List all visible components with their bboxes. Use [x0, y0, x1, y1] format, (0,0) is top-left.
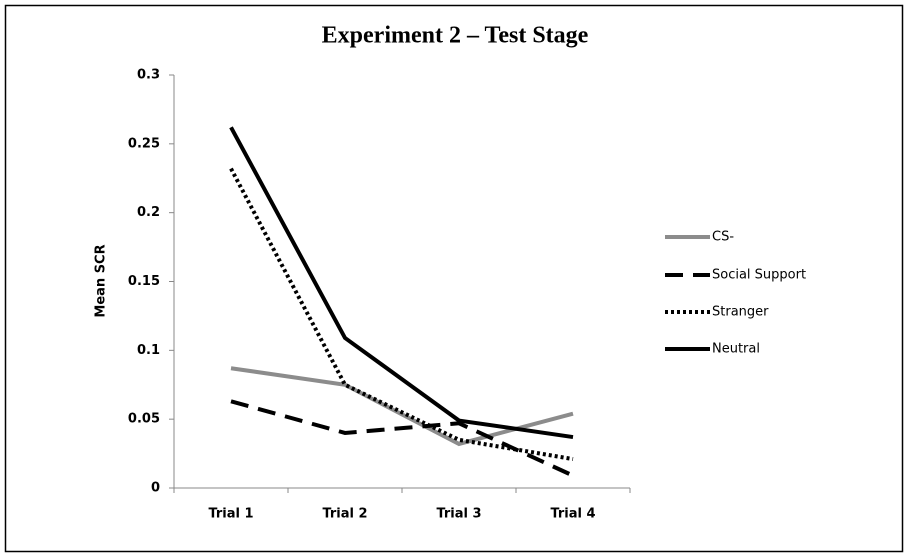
y-tick-label: 0 — [151, 481, 160, 496]
legend-label: Neutral — [712, 342, 760, 357]
x-tick-label: Trial 1 — [208, 507, 253, 522]
y-axis-label: Mean SCR — [94, 244, 109, 317]
y-tick-label: 0.05 — [128, 412, 160, 427]
y-tick-label: 0.15 — [128, 274, 160, 289]
legend-label: CS- — [712, 230, 734, 245]
x-tick-label: Trial 2 — [322, 507, 367, 522]
x-tick-label: Trial 4 — [550, 507, 595, 522]
legend-label: Stranger — [712, 305, 769, 320]
x-tick-label: Trial 3 — [436, 507, 481, 522]
chart-title: Experiment 2 – Test Stage — [322, 23, 589, 49]
legend-label: Social Support — [712, 268, 806, 283]
y-tick-label: 0.3 — [137, 68, 160, 83]
y-tick-label: 0.25 — [128, 136, 160, 151]
chart-border — [4, 4, 904, 553]
series-line — [229, 167, 574, 462]
y-tick-label: 0.2 — [137, 205, 160, 220]
y-tick-label: 0.1 — [137, 343, 160, 358]
series-line — [229, 126, 574, 440]
